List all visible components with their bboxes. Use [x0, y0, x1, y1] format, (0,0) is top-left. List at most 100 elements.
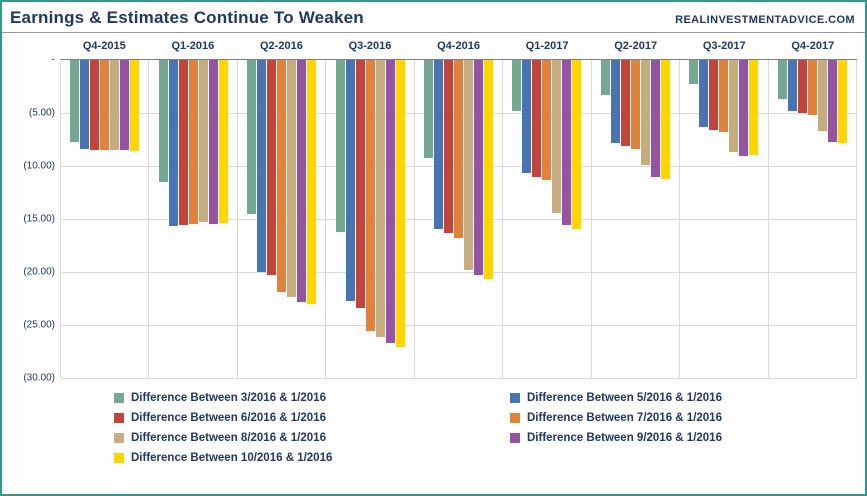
- bar: [385, 60, 395, 344]
- bar: [709, 60, 719, 130]
- bar: [355, 60, 365, 309]
- legend-label: Difference Between 10/2016 & 1/2016: [131, 452, 333, 464]
- bar: [512, 60, 522, 111]
- site-watermark: REALINVESTMENTADVICE.COM: [675, 14, 855, 26]
- bar: [423, 60, 433, 158]
- bar: [522, 60, 532, 174]
- bar: [168, 60, 178, 227]
- bar: [630, 60, 640, 150]
- legend-swatch: [114, 453, 124, 463]
- bar-group: [503, 60, 592, 378]
- bar-groups: [61, 60, 857, 378]
- bar: [345, 60, 355, 301]
- bar: [307, 60, 317, 304]
- bar: [335, 60, 345, 232]
- bar: [689, 60, 699, 85]
- bar: [178, 60, 188, 226]
- y-tick-label: (20.00): [23, 266, 55, 278]
- bar-group: [592, 60, 681, 378]
- bar: [188, 60, 198, 225]
- legend-item: Difference Between 5/2016 & 1/2016: [510, 392, 865, 404]
- bar-group: [238, 60, 327, 378]
- bar: [375, 60, 385, 337]
- bar: [267, 60, 277, 276]
- bar: [120, 60, 130, 151]
- bar: [837, 60, 847, 143]
- bar: [542, 60, 552, 180]
- category-label: Q2-2016: [260, 40, 303, 52]
- legend-swatch: [510, 393, 520, 403]
- bar-group: [149, 60, 238, 378]
- bar: [100, 60, 110, 151]
- bar: [787, 60, 797, 111]
- bar: [453, 60, 463, 239]
- category-label: Q3-2016: [348, 40, 392, 52]
- bar: [729, 60, 739, 153]
- category-row: Q4-2015 Q1-2016 Q2-2016 Q3-2016 Q4-2016 Q1-20…: [60, 33, 857, 59]
- bar-group: [769, 60, 857, 378]
- category-label: Q2-2017: [614, 40, 658, 52]
- bar-group: [326, 60, 415, 378]
- chart-header: Earnings & Estimates Continue To Weaken …: [2, 2, 865, 33]
- legend-swatch: [114, 393, 124, 403]
- bar: [218, 60, 228, 224]
- bar: [395, 60, 405, 348]
- bar: [797, 60, 807, 113]
- legend-label: Difference Between 6/2016 & 1/2016: [131, 412, 326, 424]
- bar-group: [61, 60, 150, 378]
- bar: [247, 60, 257, 214]
- bar: [473, 60, 483, 276]
- y-tick-label: -: [51, 54, 55, 66]
- bar: [817, 60, 827, 132]
- bar: [158, 60, 168, 182]
- bar: [277, 60, 287, 293]
- bar: [640, 60, 650, 165]
- category-label: Q1-2017: [525, 40, 569, 52]
- bar: [90, 60, 100, 151]
- chart-title: Earnings & Estimates Continue To Weaken: [10, 8, 364, 27]
- bar: [650, 60, 660, 177]
- legend-item: Difference Between 7/2016 & 1/2016: [510, 412, 865, 424]
- legend-label: Difference Between 5/2016 & 1/2016: [527, 392, 722, 404]
- bar: [610, 60, 620, 143]
- category-label: Q4-2015: [82, 40, 126, 52]
- bar: [365, 60, 375, 332]
- bar: [257, 60, 267, 272]
- legend: Difference Between 3/2016 & 1/2016 Differ…: [114, 392, 865, 464]
- bar: [749, 60, 759, 156]
- category-label: Q3-2017: [702, 40, 746, 52]
- category-label: Q1-2016: [171, 40, 215, 52]
- legend-label: Difference Between 9/2016 & 1/2016: [527, 432, 722, 444]
- legend-swatch: [510, 413, 520, 423]
- bar: [287, 60, 297, 298]
- bar: [572, 60, 582, 229]
- bar: [433, 60, 443, 229]
- bar: [600, 60, 610, 95]
- bar: [110, 60, 120, 151]
- bar: [463, 60, 473, 270]
- gridline: [61, 378, 857, 379]
- y-tick-label: (30.00): [23, 372, 55, 384]
- bar: [807, 60, 817, 116]
- bar: [130, 60, 140, 152]
- bar: [198, 60, 208, 223]
- legend-label: Difference Between 8/2016 & 1/2016: [131, 432, 326, 444]
- bar: [739, 60, 749, 157]
- bar: [699, 60, 709, 127]
- legend-swatch: [114, 433, 124, 443]
- bar: [777, 60, 787, 100]
- bar: [827, 60, 837, 142]
- legend-swatch: [510, 433, 520, 443]
- bar: [562, 60, 572, 226]
- gridline: [61, 325, 857, 326]
- plot-area: - (5.00) (10.00) (15.00) (20.00) (25.00) (30.0…: [23, 55, 857, 384]
- legend-item: Difference Between 8/2016 & 1/2016: [114, 432, 510, 444]
- bar: [80, 60, 90, 150]
- legend-item: Difference Between 3/2016 & 1/2016: [114, 392, 510, 404]
- y-tick-label: (5.00): [28, 107, 55, 119]
- bar: [660, 60, 670, 179]
- bar: [532, 60, 542, 177]
- legend-label: Difference Between 3/2016 & 1/2016: [131, 392, 326, 404]
- bar: [208, 60, 218, 225]
